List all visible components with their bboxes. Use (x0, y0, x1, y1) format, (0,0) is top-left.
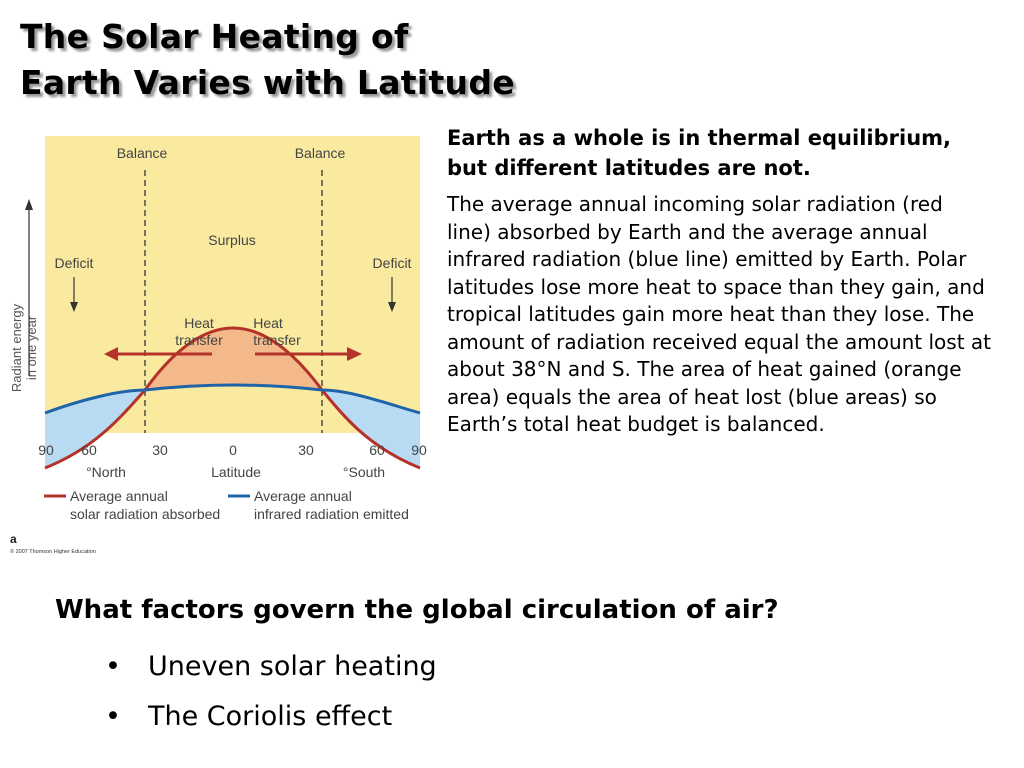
factor-list: • Uneven solar heating • The Coriolis ef… (105, 642, 437, 742)
list-item: • Uneven solar heating (105, 642, 437, 692)
heat-transfer-arrow-right-head (347, 347, 362, 361)
x-tick-60-north: 60 (81, 442, 97, 458)
heat-budget-diagram: Radiant energy in one year Balance Balan… (9, 136, 427, 555)
balance-label-left: Balance (117, 145, 168, 161)
deficit-area-left (45, 390, 145, 468)
bullet-marker: • (105, 651, 121, 682)
title-line-2: Earth Varies with Latitude (20, 63, 515, 102)
legend-infrared-line-1: Average annual (254, 488, 352, 504)
solar-radiation-line (44, 326, 421, 470)
surplus-label: Surplus (208, 232, 255, 248)
deficit-arrow-right-head (388, 302, 396, 312)
heat-transfer-left-line-1: Heat (184, 315, 214, 331)
panel-letter: a (10, 532, 17, 546)
list-item-text: The Coriolis effect (148, 701, 393, 732)
y-axis-label-line-1: Radiant energy (9, 303, 24, 392)
plot-background (45, 136, 420, 433)
x-tick-30-south: 30 (298, 442, 314, 458)
copyright-note: © 2007 Thomson Higher Education (10, 548, 96, 555)
discussion-question: What factors govern the global circulati… (55, 595, 779, 625)
bullet-marker: • (105, 701, 121, 732)
deficit-label-right: Deficit (373, 255, 412, 271)
legend-solar-line-2: solar radiation absorbed (70, 506, 220, 522)
x-tick-0: 0 (229, 442, 237, 458)
heat-transfer-arrow-left-head (104, 347, 118, 361)
heat-transfer-right-line-1: Heat (253, 315, 283, 331)
deficit-area-right (322, 390, 420, 468)
deficit-label-left: Deficit (55, 255, 94, 271)
slide-title: The Solar Heating of Earth Varies with L… (20, 14, 515, 106)
y-axis-arrowhead (25, 199, 33, 210)
legend-solar-line-1: Average annual (70, 488, 168, 504)
heat-transfer-right-line-2: transfer (253, 332, 301, 348)
x-tick-90-south: 90 (411, 442, 427, 458)
balance-label-right: Balance (295, 145, 346, 161)
y-axis-label-line-2: in one year (24, 315, 39, 380)
lead-statement: Earth as a whole is in thermal equilibri… (447, 126, 951, 180)
x-south-label: °South (343, 464, 385, 480)
x-tick-60-south: 60 (369, 442, 385, 458)
heat-transfer-left-line-2: transfer (175, 332, 223, 348)
x-axis-title: Latitude (211, 464, 261, 480)
x-tick-90-north: 90 (38, 442, 54, 458)
explanation-column: Earth as a whole is in thermal equilibri… (447, 123, 1007, 439)
figure-explanation: The average annual incoming solar radiat… (447, 192, 992, 436)
surplus-area (145, 328, 322, 390)
list-item-text: Uneven solar heating (148, 651, 437, 682)
latitude-heat-budget-figure: Radiant energy in one year Balance Balan… (0, 128, 440, 560)
x-tick-30-north: 30 (152, 442, 168, 458)
title-line-1: The Solar Heating of (20, 17, 409, 56)
legend-infrared-line-2: infrared radiation emitted (254, 506, 409, 522)
deficit-arrow-left-head (70, 302, 78, 312)
infrared-radiation-line (44, 383, 421, 415)
x-north-label: °North (86, 464, 126, 480)
list-item: • The Coriolis effect (105, 692, 437, 742)
